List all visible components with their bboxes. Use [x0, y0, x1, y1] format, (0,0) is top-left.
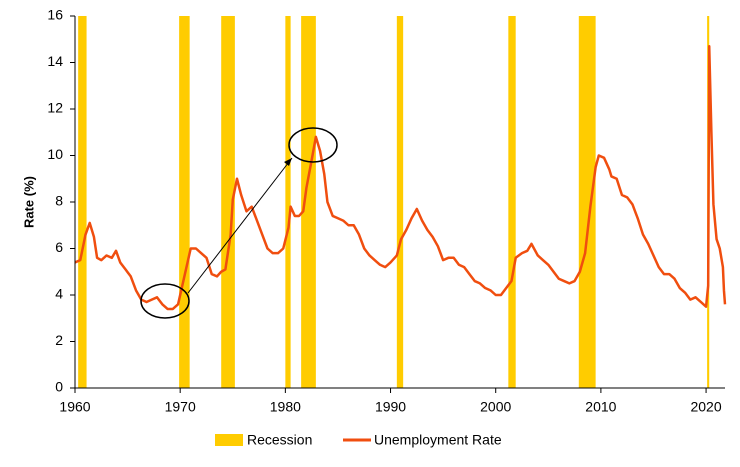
y-tick-label: 2 — [55, 332, 63, 348]
legend-label: Unemployment Rate — [374, 432, 502, 448]
y-tick-label: 8 — [55, 193, 63, 209]
x-tick-label: 2010 — [585, 399, 616, 415]
recession-band — [179, 16, 190, 388]
x-tick-label: 1970 — [165, 399, 196, 415]
x-tick-label: 2020 — [690, 399, 721, 415]
plot-area — [74, 16, 727, 388]
legend-swatch — [215, 434, 243, 446]
annotation-arrow — [187, 157, 293, 294]
legend-label: Recession — [247, 432, 312, 448]
annotation-ellipse — [140, 283, 190, 319]
recession-band — [78, 16, 87, 388]
y-tick-label: 12 — [47, 100, 63, 116]
recession-band — [508, 16, 516, 388]
unemployment-line — [74, 44, 727, 311]
y-tick-label: 14 — [47, 53, 63, 69]
recession-band — [396, 16, 404, 388]
recession-band — [285, 16, 291, 388]
y-tick-label: 6 — [55, 239, 63, 255]
x-tick-label: 1980 — [270, 399, 301, 415]
x-tick-label: 1990 — [375, 399, 406, 415]
y-tick-label: 10 — [47, 146, 63, 162]
recession-band — [578, 16, 596, 388]
y-tick-label: 16 — [47, 7, 63, 23]
annotations — [140, 127, 338, 319]
recession-band — [221, 16, 235, 388]
recession-band — [301, 16, 316, 388]
y-axis-label: Rate (%) — [21, 176, 36, 228]
arrow-head — [284, 158, 292, 166]
annotation-ellipse — [288, 127, 338, 163]
y-tick-label: 0 — [55, 379, 63, 395]
y-tick-label: 4 — [55, 286, 63, 302]
x-tick-label: 1960 — [59, 399, 90, 415]
x-tick-label: 2000 — [480, 399, 511, 415]
